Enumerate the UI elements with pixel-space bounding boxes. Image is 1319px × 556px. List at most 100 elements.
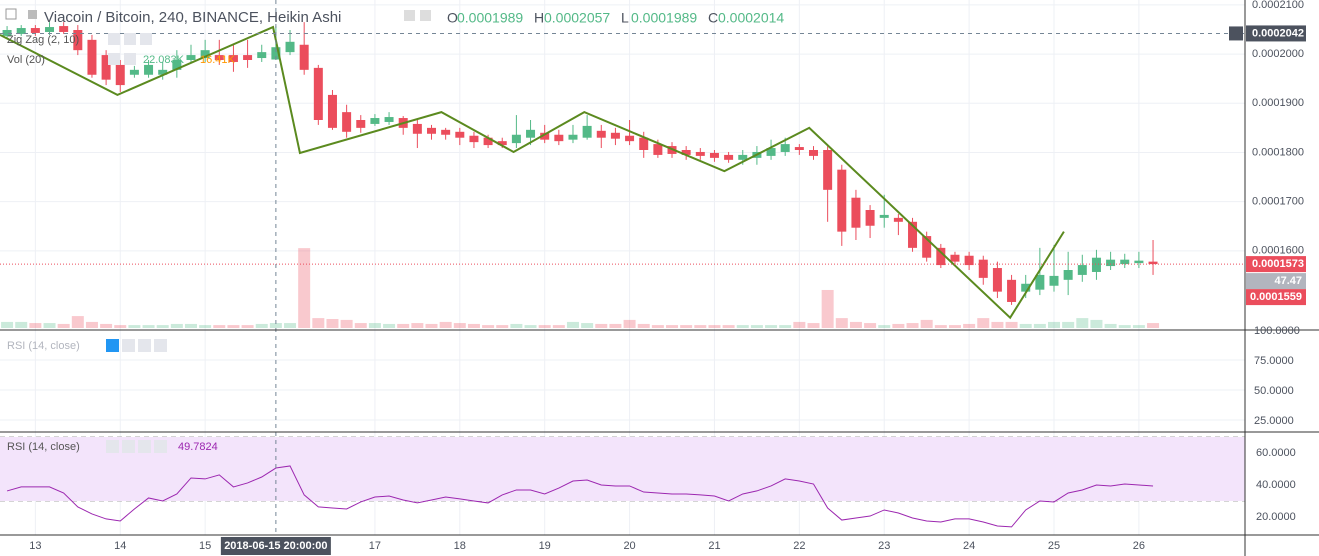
volume-bar	[694, 325, 707, 328]
candle-body	[87, 39, 97, 75]
indicator-icon[interactable]	[108, 53, 120, 65]
y-tick-label: 0.0001600	[1252, 245, 1304, 257]
labels-layer: 0.0002100 0.0002000 0.0001900 0.0001800 0.00…	[29, 0, 1306, 555]
candle-body	[412, 123, 422, 134]
candle-body	[455, 131, 465, 138]
volume-bar	[779, 325, 792, 328]
indicator-icon[interactable]	[122, 339, 135, 352]
candle-body	[441, 129, 451, 135]
readout-label: O	[447, 10, 458, 26]
y-tick-label: 0.0001900	[1252, 97, 1304, 109]
volume-bar	[100, 323, 113, 328]
candle-body	[144, 64, 154, 75]
candle-body	[1120, 259, 1130, 265]
volume-bar	[1132, 325, 1145, 328]
indicator-name[interactable]: RSI (14, close)	[7, 340, 80, 352]
volume-bar	[383, 323, 396, 328]
volume-readout: 16.41K	[200, 54, 236, 66]
candle-body	[129, 69, 139, 75]
candle-body	[469, 135, 479, 143]
candle-body	[101, 55, 111, 80]
volume-bar	[1118, 325, 1131, 328]
x-tick-label: 26	[1133, 540, 1145, 552]
volume-bar	[199, 325, 212, 328]
readout-label: H	[534, 10, 544, 26]
indicator-icon[interactable]	[154, 440, 167, 453]
candle-body	[285, 41, 295, 53]
volume-bar	[467, 323, 480, 328]
volume-bar	[114, 325, 127, 328]
volume-bar	[425, 323, 438, 328]
volume-bar	[156, 325, 169, 328]
volume-bar	[85, 321, 98, 328]
volume-bar	[849, 321, 862, 328]
candle-body	[158, 69, 168, 75]
volume-bar	[552, 325, 565, 328]
side-label: 47.47	[1274, 275, 1302, 287]
indicator-icon[interactable]	[106, 339, 119, 352]
chart-title[interactable]: Viacoin / Bitcoin, 240, BINANCE, Heikin …	[44, 9, 341, 26]
volume-bar	[623, 319, 636, 328]
volume-bar	[368, 323, 381, 328]
candle-body	[738, 154, 748, 160]
readout-value: 0.0002014	[718, 10, 784, 26]
candle-body	[978, 259, 988, 278]
volume-bar	[128, 325, 141, 328]
volume-bar	[397, 323, 410, 328]
indicator-name[interactable]: Zig Zag (2, 10)	[7, 34, 79, 46]
volume-bar	[991, 321, 1004, 328]
candle-body	[243, 55, 253, 60]
candle-body	[625, 135, 635, 142]
settings-icon[interactable]	[404, 10, 415, 21]
volume-bar	[807, 323, 820, 328]
indicator-icon[interactable]	[140, 33, 152, 45]
volume-bar	[750, 325, 763, 328]
indicator-name[interactable]: Vol (20)	[7, 54, 45, 66]
indicator-icon[interactable]	[124, 33, 136, 45]
volume-bar	[736, 325, 749, 328]
candle-body	[186, 55, 196, 60]
volume-bar	[581, 323, 594, 328]
crosshair-time-box	[220, 537, 331, 555]
candle-body	[851, 197, 861, 228]
volume-bar	[29, 323, 42, 328]
volume-bar	[892, 323, 905, 328]
candle-body	[511, 134, 521, 144]
volume-bar	[298, 248, 311, 328]
candle-body	[16, 28, 26, 34]
volume-bar	[57, 323, 70, 328]
candle-body	[1148, 261, 1158, 265]
y-tick-label: 0.0002100	[1252, 0, 1304, 11]
candle-body	[936, 247, 946, 266]
candle-body	[837, 169, 847, 232]
candle-body	[356, 120, 366, 128]
collapse-icon[interactable]	[5, 8, 17, 20]
candle-body	[865, 210, 875, 226]
indicator-icon[interactable]	[108, 33, 120, 45]
candle-body	[228, 55, 238, 62]
indicator-icon[interactable]	[122, 440, 135, 453]
candle-body	[1049, 275, 1059, 286]
candle-body	[653, 144, 663, 155]
x-tick-label: 14	[114, 540, 126, 552]
candle-body	[766, 148, 776, 156]
readout-value: 0.0002057	[544, 10, 610, 26]
candle-body	[59, 26, 69, 32]
indicator-icon[interactable]	[138, 440, 151, 453]
indicator-icon[interactable]	[124, 53, 136, 65]
indicator-name[interactable]: RSI (14, close)	[7, 441, 80, 453]
indicator-icon[interactable]	[138, 339, 151, 352]
volume-bar	[906, 323, 919, 328]
settings-icon[interactable]	[420, 10, 431, 21]
y-tick-label: 60.0000	[1256, 447, 1296, 459]
candle-body	[370, 118, 380, 124]
candle-body	[384, 117, 394, 122]
candle-body	[1063, 270, 1073, 280]
indicator-icon[interactable]	[106, 440, 119, 453]
volume-bar	[411, 323, 424, 328]
indicator-icon[interactable]	[154, 339, 167, 352]
candle-body	[794, 147, 804, 150]
x-tick-label: 21	[708, 540, 720, 552]
volume-bar	[71, 316, 84, 328]
